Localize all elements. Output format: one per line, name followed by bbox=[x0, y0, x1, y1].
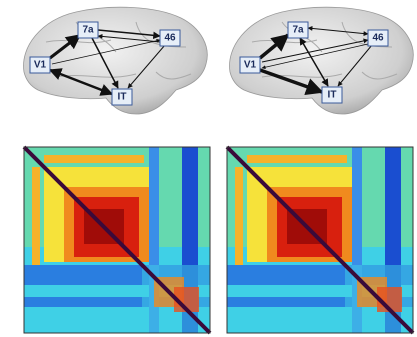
page: {"panels": [ {"nodes": [{"label": "7a"},… bbox=[0, 0, 417, 337]
heatmap bbox=[24, 147, 210, 333]
heatmap bbox=[227, 147, 413, 333]
node-label: 46 bbox=[372, 33, 384, 44]
node-label: 7a bbox=[82, 25, 94, 36]
brain-panel-right: 7a 46 V1 IT bbox=[230, 7, 414, 114]
node-label: V1 bbox=[34, 60, 47, 71]
node-label: IT bbox=[118, 92, 127, 103]
node-label: 46 bbox=[164, 33, 176, 44]
node-label: V1 bbox=[244, 60, 257, 71]
figure: 7a 46 V1 IT 7a 46 V1 IT bbox=[0, 0, 417, 337]
node-label: 7a bbox=[292, 25, 304, 36]
brain-panel-left: 7a 46 V1 IT bbox=[24, 7, 208, 114]
node-label: IT bbox=[328, 90, 337, 101]
